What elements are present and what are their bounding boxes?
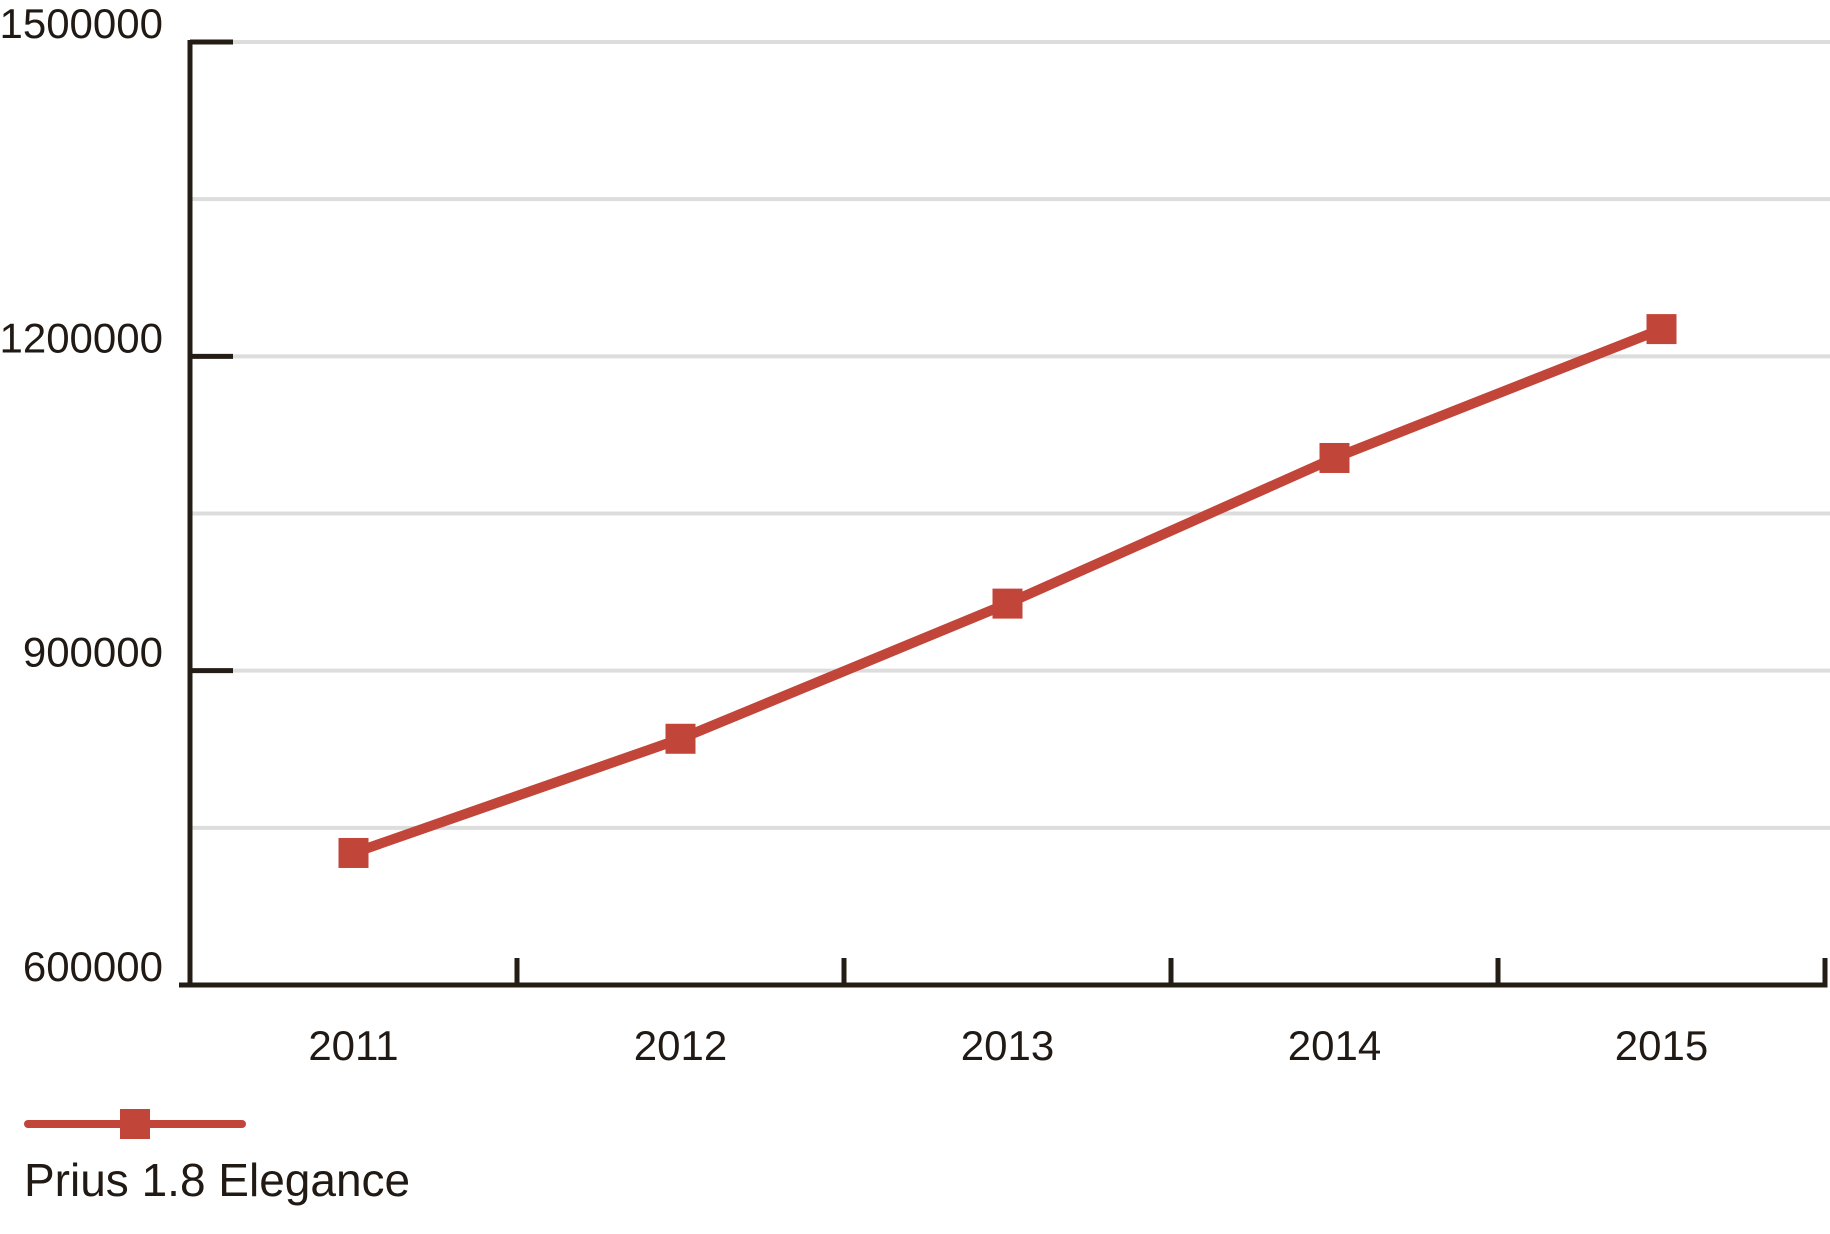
series-marker (338, 837, 369, 868)
x-tick-label: 2015 (1615, 1022, 1708, 1069)
legend-series-marker (120, 1109, 150, 1139)
x-tick-label: 2013 (961, 1022, 1054, 1069)
legend-label: Prius 1.8 Elegance (24, 1154, 411, 1206)
x-tick-label: 2014 (1288, 1022, 1381, 1069)
legend-series-symbol (24, 1109, 246, 1139)
x-tick-label: 2011 (308, 1022, 398, 1069)
series-marker (992, 588, 1023, 619)
y-tick-label: 600000 (23, 943, 163, 990)
y-tick-label: 1500000 (0, 0, 163, 47)
legend: Prius 1.8 Elegance (0, 0, 500, 1203)
series-marker (665, 723, 696, 754)
series-marker (1646, 314, 1677, 345)
x-tick-label: 2012 (634, 1022, 727, 1069)
y-tick-label: 1200000 (0, 314, 163, 361)
y-tick-label: 900000 (23, 629, 163, 676)
series-marker (1319, 442, 1350, 473)
